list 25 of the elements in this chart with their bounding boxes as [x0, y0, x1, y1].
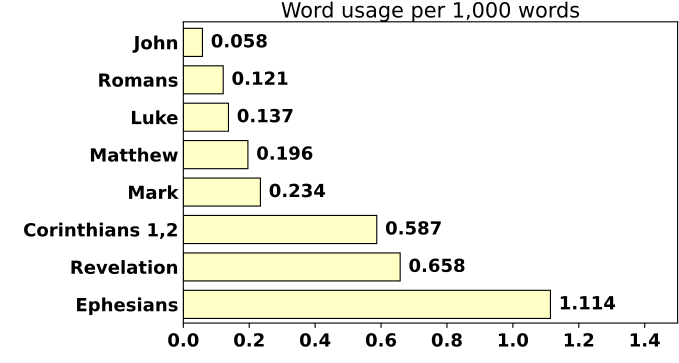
x-tick-label: 0.4	[300, 333, 330, 347]
y-tick-label: John	[132, 36, 178, 53]
x-tick-label: 1.0	[498, 333, 528, 347]
data-label: 0.121	[232, 71, 288, 86]
y-tick-label: Corinthians 1,2	[24, 222, 177, 239]
x-tick-label: 0.2	[234, 333, 264, 347]
data-label: 0.058	[212, 34, 267, 48]
x-tick-label: 1.2	[564, 333, 594, 347]
y-tick-label: Romans	[99, 73, 178, 87]
data-label: 0.196	[257, 146, 312, 160]
y-tick-label: Matthew	[90, 148, 178, 162]
x-tick-label: 0.0	[168, 333, 198, 347]
y-tick-label: Mark	[129, 185, 179, 200]
data-label: 0.234	[270, 184, 326, 198]
chart-title: Word usage per 1,000 words	[282, 2, 580, 22]
y-tick-label: Luke	[132, 110, 178, 124]
y-tick-label: Revelation	[72, 260, 178, 274]
data-label: 0.658	[409, 258, 464, 272]
data-label: 1.114	[560, 296, 616, 310]
y-tick-label: Ephesians	[77, 297, 178, 315]
x-tick-label: 1.4	[630, 333, 660, 347]
x-tick-label: 0.8	[432, 333, 462, 347]
x-tick-label: 0.6	[366, 333, 396, 347]
data-label: 0.137	[238, 108, 292, 122]
data-label: 0.587	[386, 221, 441, 235]
